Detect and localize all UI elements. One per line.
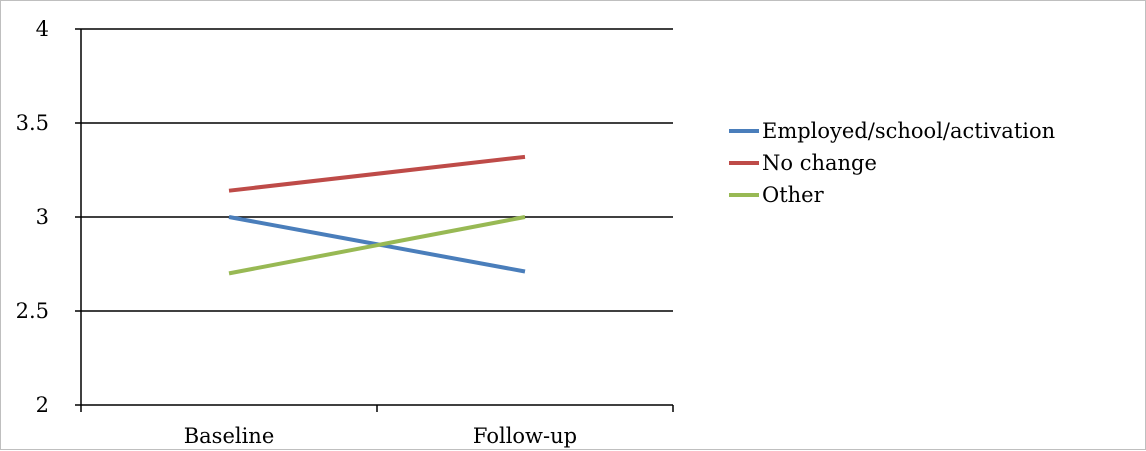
series-lines [228,154,526,276]
axes [75,28,674,412]
gridlines [81,28,673,312]
series-line-2 [228,215,526,276]
x-tick-label: Follow-up [473,424,577,448]
y-tick-label: 2.5 [16,299,49,323]
series-line-1 [228,154,526,193]
legend: Employed/school/activation No change Other [729,119,1055,207]
y-tick-label: 3.5 [16,111,49,135]
legend-label-1: No change [762,151,877,175]
y-tick-label: 4 [36,17,49,41]
legend-label-0: Employed/school/activation [762,119,1055,143]
y-tick-label: 3 [36,205,49,229]
y-axis-tick-labels: 2 2.5 3 3.5 4 [16,17,49,417]
y-tick-label: 2 [36,393,49,417]
x-axis-tick-labels: Baseline Follow-up [184,424,577,448]
legend-label-2: Other [762,183,825,207]
x-tick-label: Baseline [184,424,275,448]
